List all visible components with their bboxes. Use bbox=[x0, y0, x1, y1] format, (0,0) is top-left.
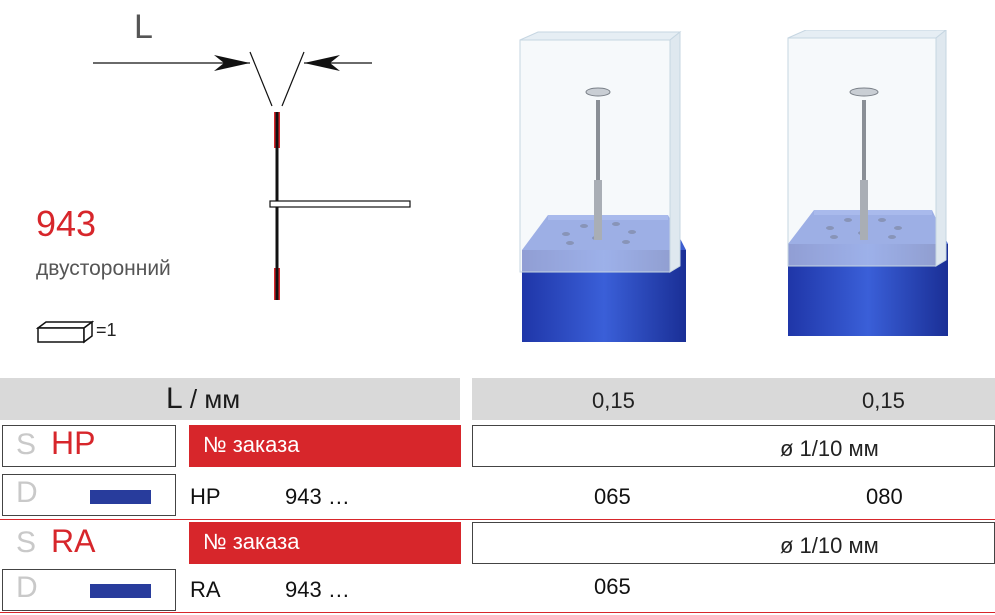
order-label-ra: № заказа bbox=[203, 529, 300, 554]
header-dimension: L / мм bbox=[166, 382, 240, 416]
column-1-value: 0,15 bbox=[592, 388, 635, 413]
order-label-hp: № заказа bbox=[203, 432, 300, 457]
diameter-box-hp bbox=[472, 425, 995, 467]
product-photo-ra bbox=[787, 30, 948, 336]
column-2-value: 0,15 bbox=[862, 388, 905, 413]
order-label-bar-ra: № заказа bbox=[189, 522, 461, 564]
header-unit: / мм bbox=[182, 384, 241, 414]
d-shank-box-hp bbox=[2, 474, 176, 516]
row-separator-bottom bbox=[0, 612, 995, 613]
order-prefix-hp: 943 … bbox=[285, 484, 350, 509]
order-label-bar-hp: № заказа bbox=[189, 425, 461, 467]
d-letter-ra: D bbox=[16, 571, 38, 604]
d-letter-hp: D bbox=[16, 476, 38, 509]
diameter-box-ra bbox=[472, 522, 995, 564]
model-type: двусторонний bbox=[36, 257, 171, 280]
table-header-left bbox=[0, 378, 460, 420]
dimension-letter-L: L bbox=[134, 8, 153, 46]
package-icon bbox=[36, 320, 94, 344]
package-quantity: =1 bbox=[96, 320, 117, 340]
disc-dimension-diagram: L bbox=[93, 8, 411, 300]
size-2-hp: 080 bbox=[866, 484, 903, 509]
size-1-ra: 065 bbox=[594, 574, 631, 599]
d-shank-box-ra bbox=[2, 569, 176, 611]
diameter-label-hp: ø 1/10 мм bbox=[780, 436, 879, 461]
header-L: L bbox=[166, 382, 183, 415]
arrow-left-icon bbox=[304, 55, 340, 71]
shank-type-ra: RA bbox=[190, 577, 221, 602]
code-hp: HP bbox=[51, 425, 96, 461]
shank-color-bar-ra bbox=[90, 584, 151, 598]
shank-color-bar-hp bbox=[90, 490, 151, 504]
model-number: 943 bbox=[36, 203, 97, 244]
s-letter-ra: S bbox=[16, 526, 37, 559]
row-separator bbox=[0, 519, 995, 520]
s-letter-hp: S bbox=[16, 428, 37, 461]
product-photo-hp bbox=[519, 30, 686, 342]
shank-type-hp: HP bbox=[190, 484, 221, 509]
s-code-box-hp bbox=[2, 425, 176, 467]
diameter-label-ra: ø 1/10 мм bbox=[780, 533, 879, 558]
table-header-right bbox=[472, 378, 995, 420]
order-prefix-ra: 943 … bbox=[285, 577, 350, 602]
arrow-right-icon bbox=[214, 55, 250, 71]
size-1-hp: 065 bbox=[594, 484, 631, 509]
code-ra: RA bbox=[51, 523, 96, 559]
shank-outline bbox=[269, 200, 411, 208]
